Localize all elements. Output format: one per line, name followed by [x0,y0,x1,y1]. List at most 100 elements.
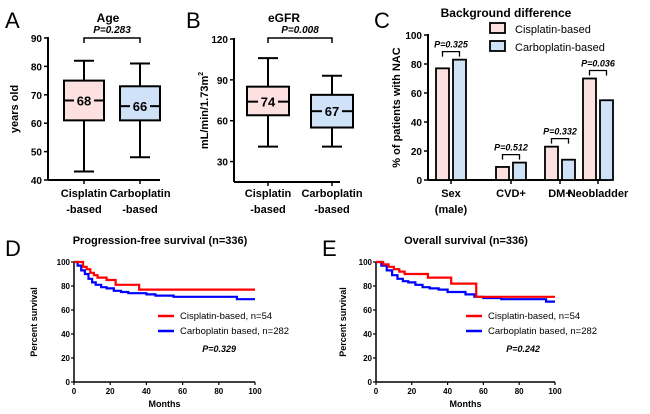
panel-a: A Age 40 50 60 70 80 90 years old 68 Cisplatin -bas… [5,8,171,216]
y-tick-label: 90 [217,76,229,87]
y-tick-label: 0 [416,176,422,187]
median-label: 68 [77,93,91,108]
y-tick-label: 40 [411,118,423,129]
bar-carboplatin [599,99,614,181]
x-tick-label: 100 [248,387,262,396]
y-tick-label: 20 [363,354,372,363]
significance-bracket [83,37,141,43]
x-tick-label: 40 [142,387,151,396]
x-tick-label: 0 [72,387,77,396]
y-axis-label: years old [9,85,21,133]
y-axis-label: Percent survival [338,287,348,357]
legend-label: Cisplatin-based [515,24,591,36]
y-tick-label: 100 [57,258,71,267]
y-tick-label: 60 [31,119,43,130]
x-tick-label: -based [122,204,157,216]
x-tick-label: 0 [374,387,379,396]
bar-cisplatin [582,77,597,181]
survival-curve-cisplatin [74,260,255,291]
legend-label: Cisplatin-based, n=54 [180,311,272,322]
x-axis-label: Months [450,399,482,409]
y-tick-label: 60 [217,117,229,128]
panel-d: D Progression-free survival (n=336) 0 20 40 6… [5,235,289,409]
box-cisplatin: 74 [246,57,290,148]
y-tick-label: 80 [31,62,43,73]
bar-carboplatin [512,161,527,181]
panel-letter: C [374,8,390,33]
legend-label: Carboplatin-based [515,42,605,54]
x-tick-label: CVD+ [496,188,526,200]
p-value: P=0.283 [93,25,131,36]
survival-curve-carboplatin [74,260,255,301]
x-tick-label: 20 [106,387,115,396]
x-tick-label: -based [314,204,349,216]
x-tick-label: 80 [515,387,524,396]
y-tick-label: 50 [31,148,43,159]
survival-curve-cisplatin [376,260,555,298]
x-tick-label: 60 [178,387,187,396]
significance-bracket [550,138,570,144]
x-tick-label: (male) [435,204,468,216]
p-value: P=0.325 [434,40,469,50]
x-tick-label: Carboplatin [109,188,170,200]
y-tick-label: 80 [411,60,423,71]
panel-letter: D [5,236,21,261]
y-tick-label: 0 [368,378,373,387]
chart-title: eGFR [268,11,300,25]
panel-letter: B [186,8,201,33]
y-tick-label: 120 [211,35,228,46]
x-tick-label: Sex [441,188,461,200]
chart-title: Overall survival (n=336) [404,235,528,247]
x-tick-label: 100 [548,387,562,396]
y-tick-label: 90 [31,34,43,45]
chart-title: Age [97,11,120,25]
median-label: 74 [261,95,276,110]
legend-label: Carboplatin based, n=282 [180,326,289,337]
x-tick-label: 40 [443,387,452,396]
survival-curve-carboplatin [376,260,555,303]
y-tick-label: 100 [359,258,373,267]
box-cisplatin: 68 [63,59,105,173]
legend-label: Cisplatin-based, n=54 [488,311,580,322]
box-carboplatin: 67 [310,74,354,148]
x-tick-label: -based [250,204,285,216]
x-axis-label: Months [149,399,181,409]
y-tick-label: 80 [61,282,70,291]
box-carboplatin: 66 [119,62,161,159]
y-axis-label: Percent survival [29,287,39,357]
x-tick-label: DM+ [548,188,572,200]
legend-swatch [489,22,506,34]
bar-cisplatin [544,145,559,181]
p-value: P=0.036 [581,59,616,69]
x-tick-label: 60 [479,387,488,396]
y-tick-label: 40 [363,330,372,339]
y-tick-label: 60 [61,306,70,315]
x-tick-label: Cisplatin [61,188,108,200]
y-tick-label: 20 [61,354,70,363]
median-label: 67 [325,104,339,119]
y-tick-label: 70 [31,91,43,102]
y-tick-label: 100 [405,31,422,42]
x-tick-label: 80 [214,387,223,396]
chart-title: Progression-free survival (n=336) [73,235,248,247]
chart-title: Background difference [441,6,572,20]
y-tick-label: 30 [217,158,229,169]
y-tick-label: 60 [363,306,372,315]
p-value: P=0.242 [506,344,540,354]
x-tick-label: Cisplatin [245,188,292,200]
p-value: P=0.332 [543,127,577,137]
x-tick-label: 20 [407,387,416,396]
x-tick-label: Carboplatin [301,188,362,200]
p-value: P=0.512 [494,143,528,153]
significance-bracket [588,69,608,76]
panel-letter: A [5,8,20,33]
y-axis-label: mL/min/1.73m2 [198,72,211,149]
panel-letter: E [322,236,337,261]
bar-cisplatin [495,166,510,181]
y-tick-label: 20 [411,147,423,158]
bar-carboplatin [561,158,576,181]
legend-swatch [489,40,506,52]
box-iqr [119,85,161,122]
